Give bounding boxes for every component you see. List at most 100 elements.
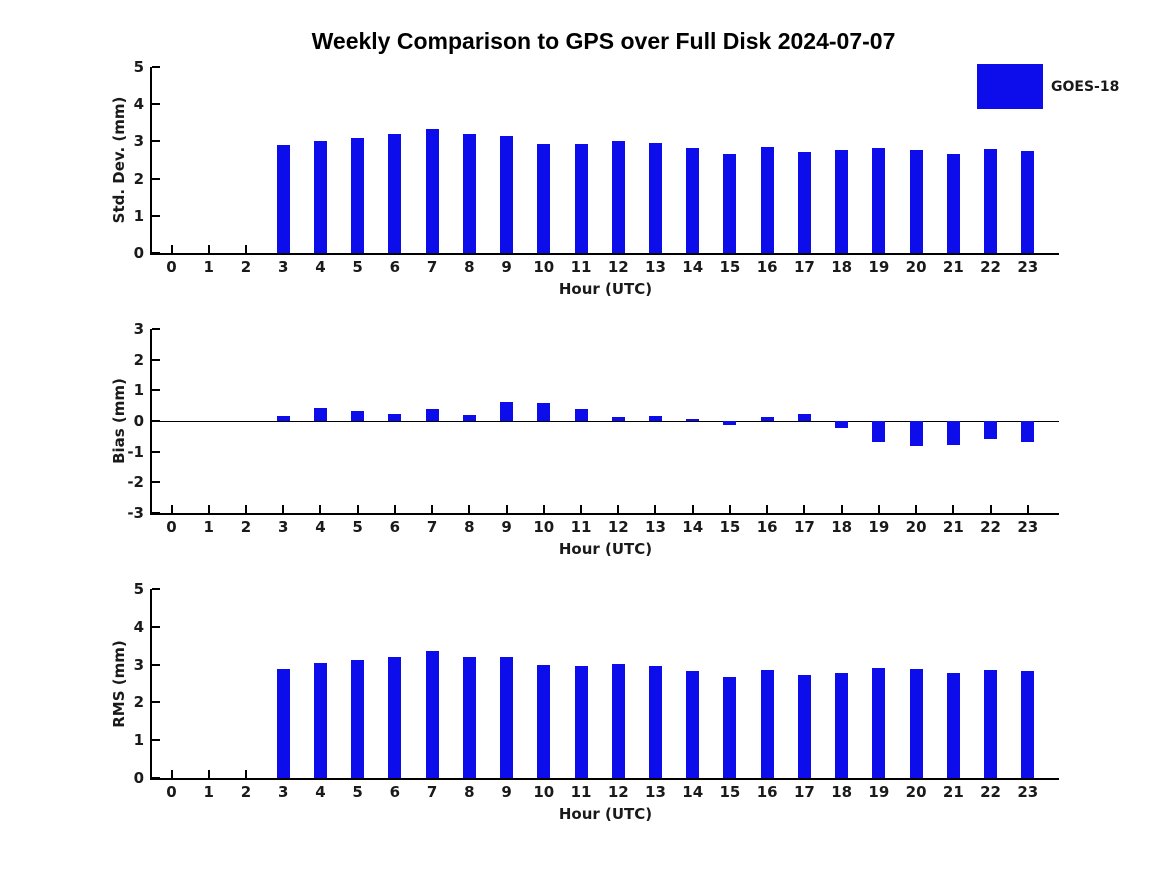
bar-hour-13 xyxy=(648,665,662,778)
y-tick xyxy=(152,739,160,742)
x-tick-label: 20 xyxy=(905,518,927,536)
bar-hour-19 xyxy=(872,668,886,778)
x-tick xyxy=(244,770,247,778)
x-tick-label: 17 xyxy=(793,518,815,536)
y-tick xyxy=(152,663,160,666)
bar-hour-20 xyxy=(909,669,923,778)
x-tick-label: 18 xyxy=(831,258,853,276)
zero-line xyxy=(152,420,1059,422)
y-tick xyxy=(152,140,160,143)
x-tick-label: 5 xyxy=(352,783,363,801)
bar-hour-4 xyxy=(313,663,327,778)
bar-hour-11 xyxy=(574,409,588,421)
bar-hour-12 xyxy=(611,417,625,421)
x-tick-label: 13 xyxy=(645,518,666,536)
x-tick xyxy=(282,505,285,513)
y-tick xyxy=(152,103,160,106)
x-tick xyxy=(542,505,545,513)
x-tick-label: 1 xyxy=(203,258,214,276)
x-tick-label: 12 xyxy=(607,518,629,536)
x-tick xyxy=(1026,505,1029,513)
y-tick-label: 3 xyxy=(133,132,144,151)
y-tick-label: 3 xyxy=(133,320,144,338)
bar-hour-11 xyxy=(574,666,588,778)
x-tick-label: 16 xyxy=(756,518,778,536)
x-tick-label: 15 xyxy=(719,518,741,536)
x-tick-label: 0 xyxy=(166,783,177,801)
x-tick xyxy=(915,505,918,513)
bar-hour-3 xyxy=(276,416,290,421)
x-tick-label: 16 xyxy=(756,783,778,801)
x-tick-label: 15 xyxy=(719,783,741,801)
bar-hour-14 xyxy=(686,147,700,253)
x-tick-label: 19 xyxy=(868,258,890,276)
x-tick-label: 14 xyxy=(682,518,704,536)
x-tick xyxy=(952,505,955,513)
y-tick xyxy=(152,512,160,514)
x-tick-label: 7 xyxy=(426,258,438,276)
x-tick-label: 4 xyxy=(315,783,326,801)
x-tick-label: 2 xyxy=(240,518,252,536)
bar-hour-5 xyxy=(351,138,365,253)
x-tick-label: 9 xyxy=(501,783,512,801)
bar-hour-17 xyxy=(797,413,811,421)
y-tick-label: 1 xyxy=(133,381,144,400)
y-tick xyxy=(152,588,160,590)
bar-hour-10 xyxy=(537,144,551,253)
y-axis-label: Std. Dev. (mm) xyxy=(110,96,128,224)
x-tick xyxy=(728,505,731,513)
y-tick xyxy=(152,389,160,392)
chart-title: Weekly Comparison to GPS over Full Disk … xyxy=(311,28,896,54)
x-tick-label: 11 xyxy=(570,258,592,276)
bar-hour-8 xyxy=(462,134,476,253)
bar-hour-8 xyxy=(462,414,476,421)
bar-hour-8 xyxy=(462,657,476,778)
bar-hour-12 xyxy=(611,664,625,778)
y-tick-label: -1 xyxy=(127,442,144,461)
bar-hour-15 xyxy=(723,421,737,425)
y-tick xyxy=(152,450,160,453)
bar-hour-7 xyxy=(425,409,439,421)
x-tick-label: 17 xyxy=(793,258,815,276)
y-tick xyxy=(152,625,160,628)
x-tick-label: 22 xyxy=(980,783,1001,801)
subplot-rms: 0 1 2 3 4 5 0 1 2 3 4 5 6 7 8 9 10 11 12 13 14 15 16 17 18 19 20 21… xyxy=(110,580,1059,823)
y-tick-label: 1 xyxy=(133,731,144,750)
y-tick-label: -3 xyxy=(127,504,144,522)
bar-hour-20 xyxy=(909,421,923,446)
bar-hour-10 xyxy=(537,664,551,778)
bar-hour-20 xyxy=(909,149,923,253)
legend: GOES-18 xyxy=(977,64,1119,109)
x-tick-label: 18 xyxy=(831,783,853,801)
bar-hour-18 xyxy=(835,149,849,253)
x-tick-label: 6 xyxy=(389,258,401,276)
x-tick xyxy=(170,770,173,778)
y-tick xyxy=(152,214,160,217)
x-tick-label: 13 xyxy=(645,783,666,801)
x-tick xyxy=(170,245,173,253)
x-axis-label: Hour (UTC) xyxy=(558,540,653,558)
y-tick xyxy=(152,701,160,704)
y-tick-label: 4 xyxy=(133,95,144,114)
x-tick-label: 22 xyxy=(980,518,1001,536)
x-tick xyxy=(505,505,508,513)
y-tick xyxy=(152,481,160,484)
bar-hour-22 xyxy=(984,421,998,440)
legend-swatch xyxy=(977,64,1043,109)
bar-hour-21 xyxy=(946,154,960,253)
y-tick-label: 5 xyxy=(133,58,144,76)
bar-hour-5 xyxy=(351,410,365,421)
x-tick-label: 0 xyxy=(166,258,177,276)
x-tick-label: 2 xyxy=(240,258,252,276)
bar-hour-22 xyxy=(984,669,998,778)
bar-hour-6 xyxy=(388,413,402,421)
x-tick-label: 21 xyxy=(942,518,964,536)
bar-hour-7 xyxy=(425,129,439,253)
bar-hour-3 xyxy=(276,145,290,253)
y-tick-label: -2 xyxy=(127,473,144,492)
subplot-bias: -3 -2 -1 0 1 2 3 0 1 2 3 4 5 6 7 8 9 10 11 12 13 14 15 16 17 18 19… xyxy=(110,320,1059,558)
bar-hour-7 xyxy=(425,651,439,778)
x-tick-label: 8 xyxy=(464,783,475,801)
y-tick xyxy=(152,358,160,361)
